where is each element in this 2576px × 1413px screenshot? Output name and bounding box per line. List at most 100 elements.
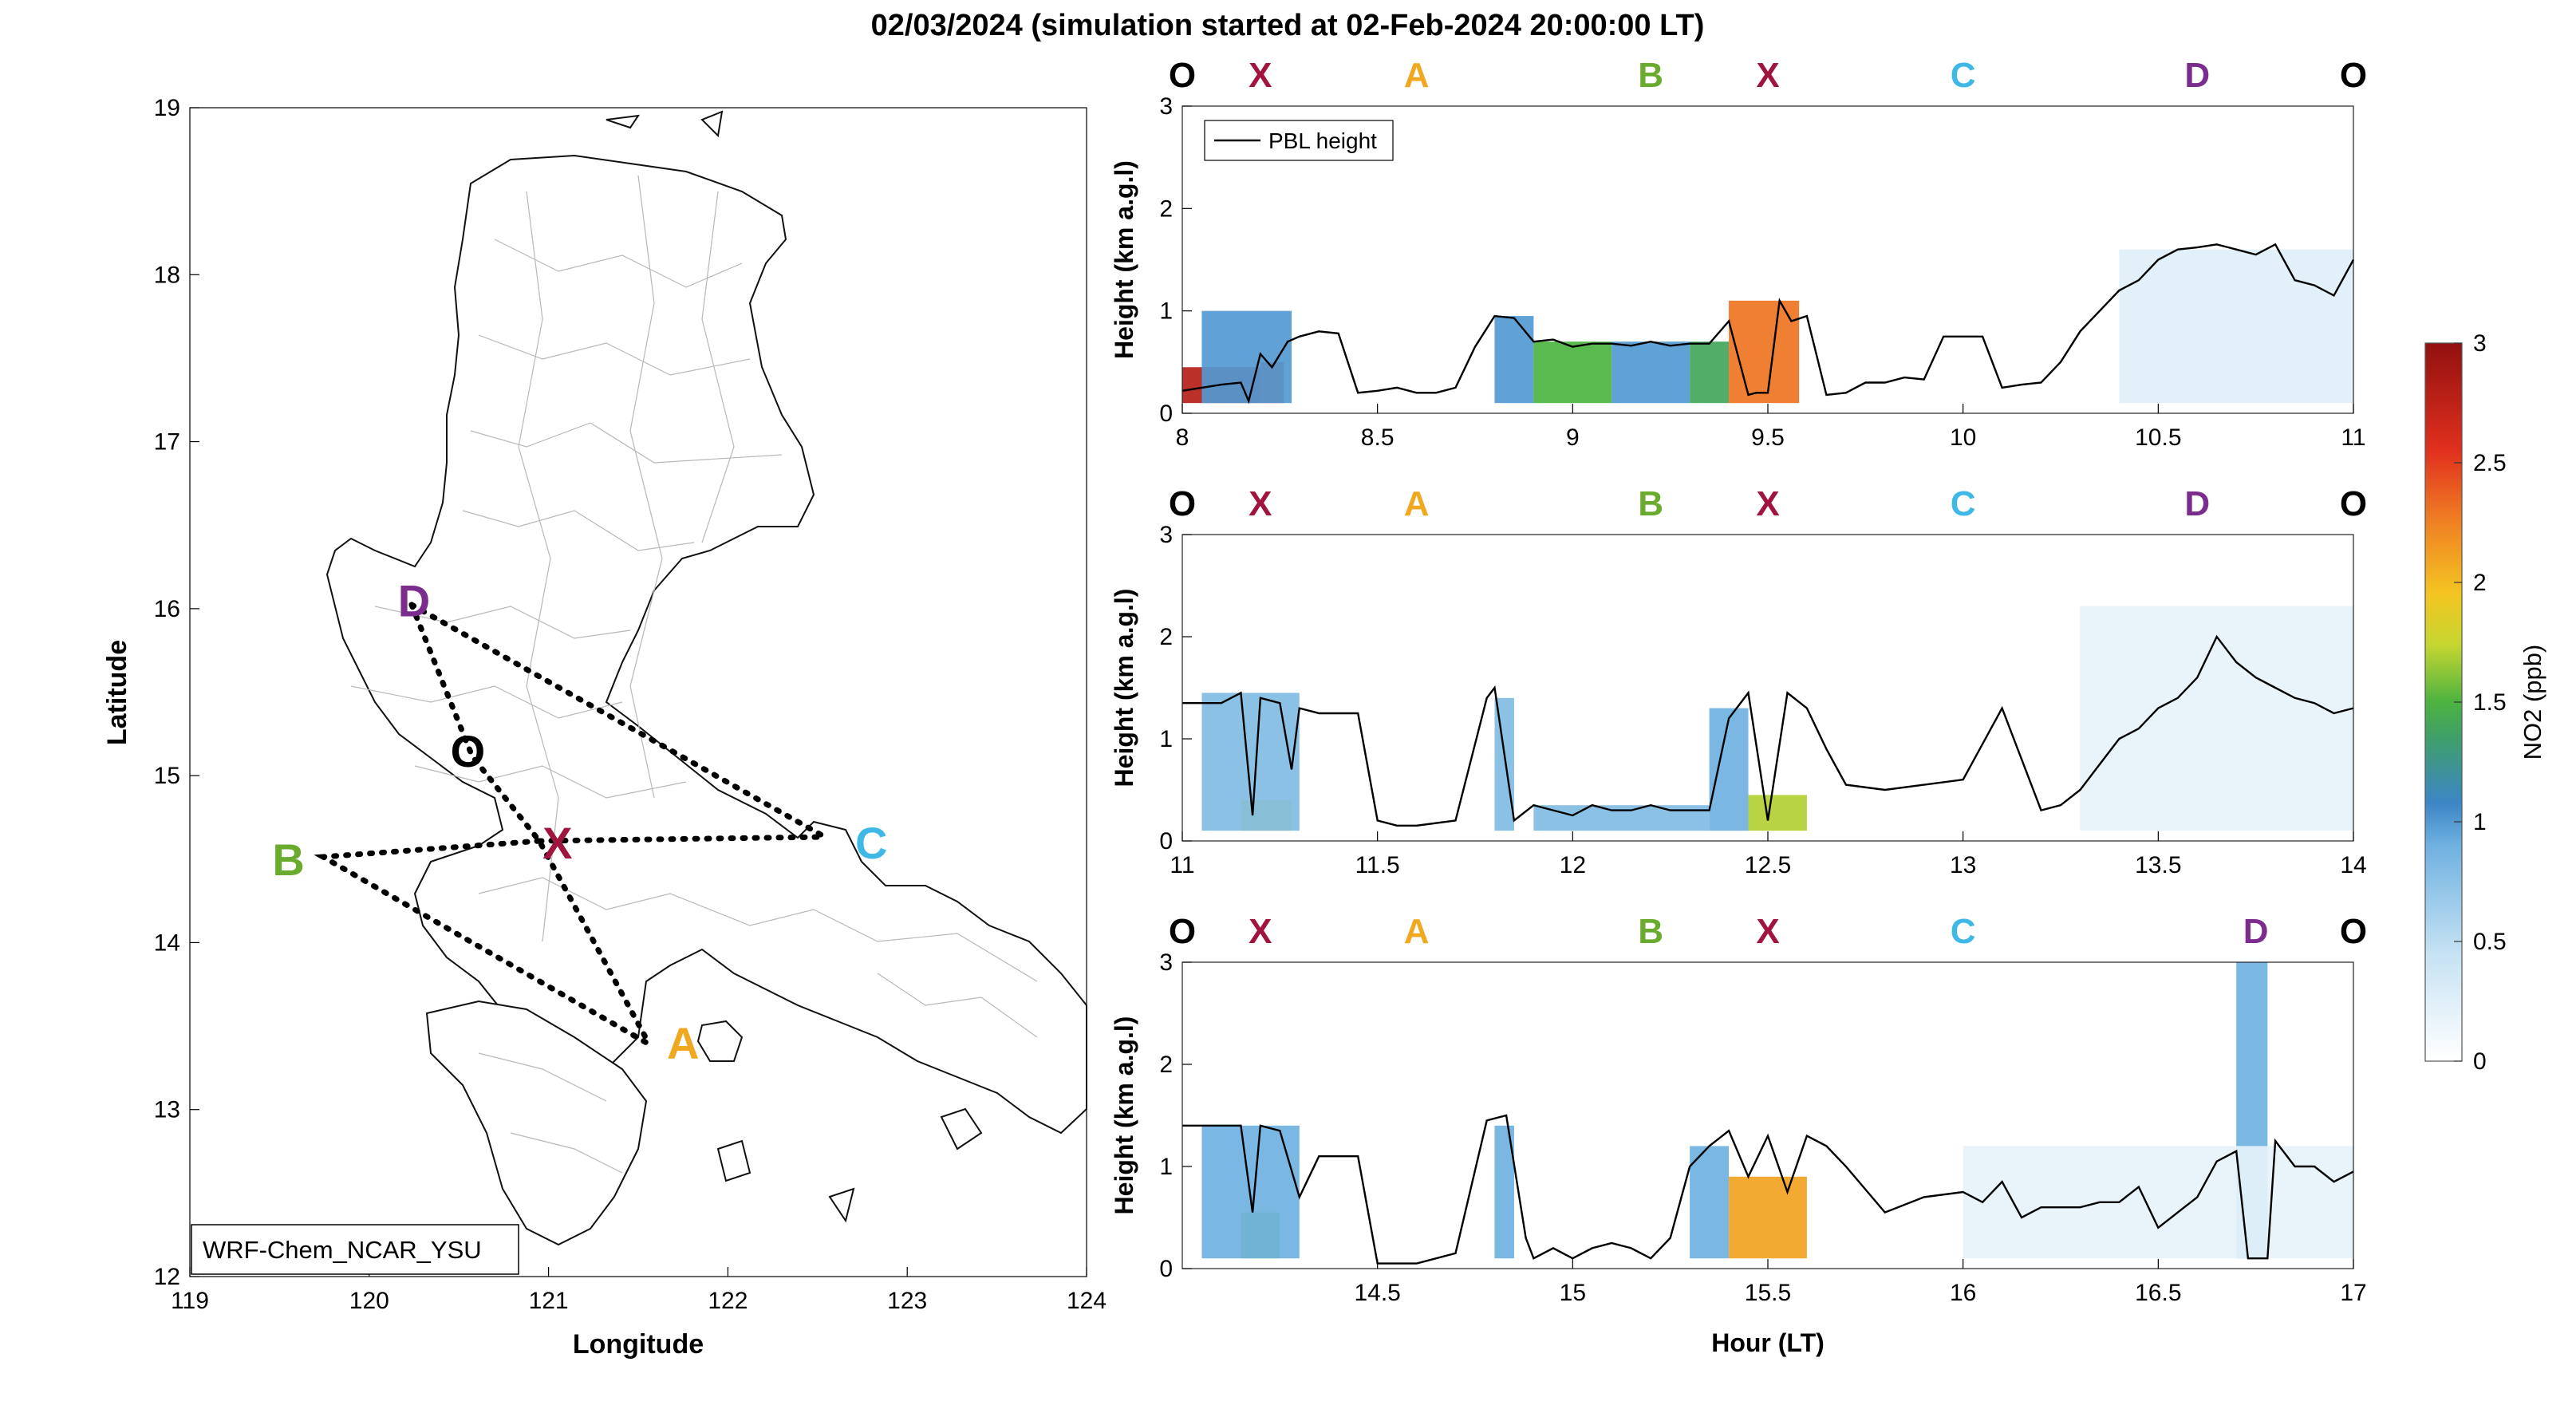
site-label-x: X: [542, 818, 572, 868]
map-y-tick-label: 17: [154, 429, 180, 456]
colorbar-tick-label: 2: [2473, 570, 2487, 596]
route-label-d: D: [2184, 56, 2210, 95]
y-tick-label: 3: [1159, 93, 1173, 120]
y-tick-label: 2: [1159, 195, 1173, 222]
map-y-axis-label: Latitude: [102, 640, 132, 745]
no2-column: [1611, 341, 1690, 404]
y-tick-label: 3: [1159, 949, 1173, 976]
route-label-c: C: [1951, 484, 1976, 523]
route-label-o: O: [2340, 56, 2367, 95]
map-y-tick-label: 16: [154, 596, 180, 622]
model-label: WRF-Chem_NCAR_YSU: [203, 1236, 482, 1264]
no2-column: [1690, 1146, 1730, 1259]
map-x-tick-label: 122: [708, 1288, 748, 1314]
route-label-b: B: [1638, 912, 1663, 951]
x-tick-label: 8.5: [1361, 424, 1395, 451]
y-tick-label: 1: [1159, 1154, 1173, 1180]
marinduque-island: [696, 1020, 744, 1062]
profile-panel-1: 8 8.5 9 9.5 10 10.5 11 0 1 2 3 Height (km a.g.l) O X A…: [1110, 56, 2367, 451]
route-label-d: D: [2243, 912, 2269, 951]
x-tick-label: 14: [2340, 852, 2366, 878]
map-x-tick-label: 121: [529, 1288, 569, 1314]
y-tick-label: 1: [1159, 726, 1173, 752]
x-tick-label: 9.5: [1751, 424, 1785, 451]
route-lines: [314, 602, 828, 1048]
no2-column: [1709, 708, 1749, 831]
colorbar-tick-label: 3: [2473, 330, 2487, 357]
no2-column: [1494, 316, 1534, 404]
y-tick-label: 0: [1159, 1256, 1173, 1282]
route-label-x: X: [1249, 484, 1272, 523]
no2-column: [1201, 310, 1292, 404]
map-y-ticks: 12 13 14 15 16 17 18 19: [154, 95, 199, 1290]
colorbar-tick-label: 2.5: [2473, 450, 2507, 476]
route-label-a: A: [1404, 56, 1430, 95]
x-tick-label: 16: [1950, 1280, 1976, 1306]
site-label-a: A: [667, 1018, 699, 1068]
colorbar: 0 0.5 1 1.5 2 2.5 3 NO2 (ppb): [2424, 330, 2546, 1075]
no2-column: [1494, 697, 1514, 831]
y-axis-label: Height (km a.g.l): [1110, 1016, 1138, 1215]
route-label-x: X: [1756, 56, 1779, 95]
route-label-x: X: [1249, 56, 1272, 95]
map-y-tick-label: 13: [154, 1097, 180, 1123]
map-y-tick-label: 14: [154, 930, 180, 956]
map-site-labels: D O X B C A: [272, 575, 887, 1068]
x-tick-label: 13: [1950, 852, 1976, 878]
map-x-ticks: 119 120 121 122 123 124: [171, 1267, 1107, 1314]
no2-column: [1533, 341, 1612, 404]
x-axis-label: Hour (LT): [1711, 1328, 1825, 1357]
no2-column: [2119, 249, 2353, 404]
y-axis-label: Height (km a.g.l): [1110, 589, 1138, 787]
site-label-c: C: [855, 818, 887, 868]
no2-column: [1729, 1176, 1807, 1259]
luzon-landmass: [325, 154, 1087, 1135]
no2-column: [1201, 693, 1300, 831]
x-tick-label: 15.5: [1745, 1280, 1791, 1306]
x-tick-label: 10.5: [2135, 424, 2181, 451]
map-x-tick-label: 123: [887, 1288, 927, 1314]
pbl-height-line: [1182, 1114, 2354, 1265]
route-label-a: A: [1404, 484, 1430, 523]
no2-column: [1748, 795, 1807, 831]
x-tick-label: 15: [1560, 1280, 1586, 1306]
map-x-tick-label: 124: [1067, 1288, 1107, 1314]
map-x-tick-label: 120: [349, 1288, 389, 1314]
route-label-b: B: [1638, 56, 1663, 95]
no2-column: [1729, 300, 1800, 404]
map-x-axis-label: Longitude: [573, 1329, 704, 1360]
pbl-height-line: [1181, 243, 2355, 405]
x-tick-label: 11.5: [1355, 852, 1400, 878]
colorbar-label: NO2 (ppb): [2519, 645, 2546, 760]
colorbar-tick-label: 0: [2473, 1048, 2487, 1075]
x-tick-label: 17: [2340, 1280, 2366, 1306]
y-tick-label: 0: [1159, 401, 1173, 427]
no2-column: [1963, 1146, 2353, 1259]
y-axis-label: Height (km a.g.l): [1110, 160, 1138, 359]
small-islands: [606, 110, 983, 1223]
y-tick-label: 2: [1159, 624, 1173, 650]
colorbar-tick-label: 1: [2473, 809, 2487, 835]
no2-column: [1533, 805, 1710, 831]
pbl-height-line: [1182, 634, 2354, 827]
route-label-o: O: [1169, 912, 1196, 951]
x-tick-label: 11: [2341, 424, 2365, 451]
map-y-tick-label: 15: [154, 763, 180, 789]
route-label-c: C: [1951, 912, 1976, 951]
x-tick-label: 12.5: [1745, 852, 1791, 878]
map-y-tick-label: 18: [154, 262, 180, 288]
no2-column: [1690, 341, 1730, 404]
map-y-tick-label: 12: [154, 1264, 180, 1290]
x-tick-label: 8: [1176, 424, 1189, 451]
x-tick-label: 11: [1170, 852, 1194, 878]
x-tick-label: 10: [1950, 424, 1976, 451]
no2-column: [2080, 606, 2353, 831]
x-tick-label: 13.5: [2135, 852, 2181, 878]
route-label-b: B: [1638, 484, 1663, 523]
x-tick-label: 16.5: [2135, 1280, 2181, 1306]
figure-title: 02/03/2024 (simulation started at 02-Feb…: [871, 9, 1705, 42]
route-label-o: O: [1169, 56, 1196, 95]
route-label-x: X: [1756, 912, 1779, 951]
